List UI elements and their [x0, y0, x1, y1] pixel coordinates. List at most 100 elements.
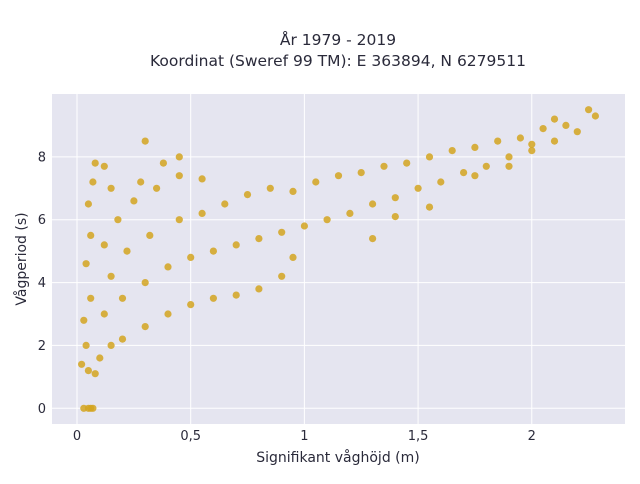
grid	[52, 94, 625, 424]
data-point	[209, 294, 217, 302]
data-point	[369, 235, 377, 243]
y-tick-label: 4	[38, 276, 46, 291]
data-point	[312, 178, 320, 186]
data-point	[278, 272, 286, 280]
data-point	[437, 178, 445, 186]
x-tick-label: 1,5	[408, 429, 429, 444]
data-point	[137, 178, 145, 186]
data-point	[89, 178, 97, 186]
data-point	[266, 184, 274, 192]
data-point	[334, 172, 343, 180]
data-point	[471, 172, 479, 180]
chart-title-line-1: År 1979 - 2019	[280, 30, 396, 49]
data-point	[550, 115, 559, 123]
data-point	[100, 162, 108, 170]
data-point	[255, 235, 263, 243]
data-point	[369, 200, 377, 208]
data-point	[91, 370, 99, 378]
data-point	[146, 231, 154, 239]
data-point	[585, 106, 593, 114]
data-point	[164, 310, 172, 318]
data-point	[482, 162, 490, 170]
y-tick-label: 0	[38, 402, 46, 417]
chart-title-line-2: Koordinat (Sweref 99 TM): E 363894, N 62…	[150, 52, 526, 70]
data-point	[164, 263, 172, 271]
data-point	[107, 272, 115, 280]
data-point	[114, 216, 122, 224]
data-point	[153, 184, 161, 192]
data-point	[84, 367, 92, 375]
data-point	[562, 121, 570, 129]
data-point	[460, 169, 468, 177]
data-point	[141, 137, 149, 145]
data-point	[232, 291, 240, 299]
data-point	[87, 231, 95, 239]
data-point	[391, 194, 399, 202]
data-point	[528, 140, 536, 148]
data-point	[118, 294, 127, 302]
data-point	[425, 153, 434, 161]
data-point	[289, 187, 297, 195]
data-point	[87, 294, 95, 302]
data-point	[175, 172, 183, 180]
plot-area	[52, 94, 625, 424]
data-point	[187, 253, 195, 261]
data-point	[82, 341, 90, 349]
data-point	[123, 247, 131, 255]
data-point	[118, 335, 127, 343]
data-point	[89, 404, 97, 412]
data-point	[80, 316, 88, 324]
data-point	[82, 260, 90, 268]
x-tick-label: 0,5	[180, 429, 201, 444]
data-point	[380, 162, 388, 170]
data-point	[391, 213, 399, 221]
data-point	[141, 323, 149, 331]
data-point	[414, 184, 422, 192]
data-point	[505, 153, 513, 161]
data-point	[198, 209, 206, 217]
y-axis-label: Vågperiod (s)	[13, 212, 30, 305]
data-point	[323, 216, 331, 224]
data-points	[78, 106, 600, 412]
data-point	[91, 159, 99, 167]
data-point	[232, 241, 240, 249]
data-point	[198, 175, 206, 183]
data-point	[403, 159, 411, 167]
x-tick-label: 0	[73, 429, 81, 444]
data-point	[591, 112, 600, 120]
data-point	[159, 159, 167, 167]
data-point	[528, 147, 536, 155]
data-point	[471, 143, 479, 151]
data-point	[78, 360, 86, 368]
data-point	[425, 203, 434, 211]
data-point	[130, 197, 138, 205]
x-axis-label: Signifikant våghöjd (m)	[256, 449, 419, 466]
y-tick-label: 8	[38, 150, 46, 165]
data-point	[221, 200, 229, 208]
data-point	[278, 228, 286, 236]
data-point	[448, 147, 456, 155]
data-point	[539, 125, 547, 133]
y-tick-label: 2	[38, 339, 46, 354]
data-point	[516, 134, 525, 142]
data-point	[187, 301, 195, 309]
tick-labels: 0 0,5 1 1,5 2 0 2 4 6 8	[38, 150, 536, 444]
data-point	[289, 253, 297, 261]
data-point	[84, 200, 92, 208]
data-point	[300, 222, 308, 230]
data-point	[175, 153, 183, 161]
data-point	[346, 209, 354, 217]
data-point	[573, 128, 581, 136]
data-point	[550, 137, 559, 145]
data-point	[357, 169, 365, 177]
data-point	[494, 137, 502, 145]
data-point	[100, 241, 108, 249]
x-tick-label: 2	[528, 429, 536, 444]
data-point	[141, 279, 149, 287]
y-tick-label: 6	[38, 213, 46, 228]
data-point	[107, 184, 115, 192]
data-point	[107, 341, 115, 349]
data-point	[175, 216, 183, 224]
